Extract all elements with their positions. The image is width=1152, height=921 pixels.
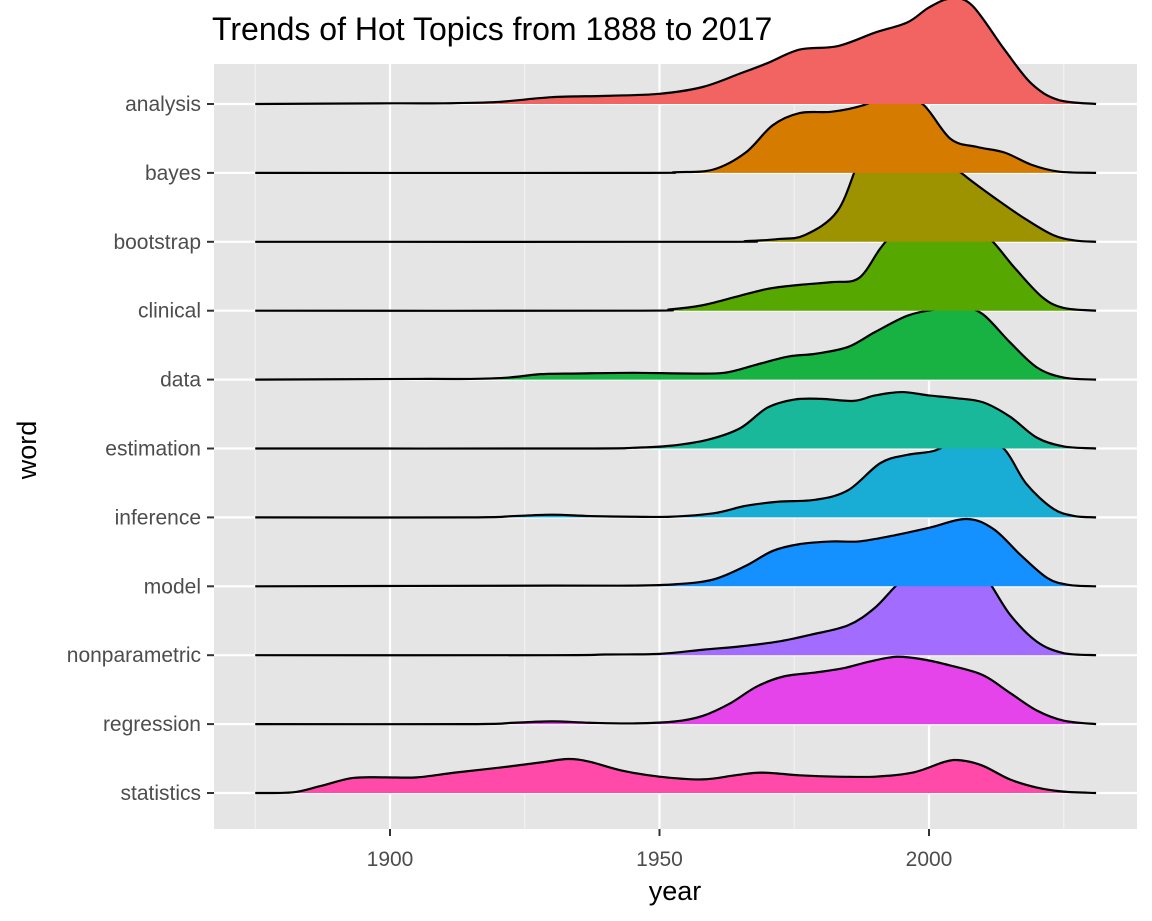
- y-tick-label: inference: [115, 506, 201, 529]
- ridge-estimation: [255, 390, 1097, 450]
- ridge-fill-estimation: [255, 392, 1097, 449]
- ridge-fill-inference: [255, 432, 1097, 518]
- ridge-outline-bayes: [255, 90, 1097, 175]
- y-tick-label: clinical: [138, 300, 201, 323]
- y-tick-label: estimation: [105, 438, 201, 461]
- y-tick-label: nonparametric: [67, 644, 201, 667]
- ridge-fill-bayes: [255, 91, 1097, 173]
- ridge-fill-data: [255, 306, 1097, 380]
- ridge-data: [255, 305, 1097, 381]
- chart-title: Trends of Hot Topics from 1888 to 2017: [212, 11, 772, 47]
- y-tick-label: model: [144, 575, 201, 598]
- y-tick-label: bayes: [145, 162, 201, 185]
- ridge-bayes: [255, 90, 1097, 175]
- ridge-outline-model: [255, 517, 1097, 588]
- y-tick-label: bootstrap: [113, 231, 201, 254]
- y-tick-label: analysis: [125, 93, 201, 116]
- plot-panel: [214, 0, 1137, 829]
- ridge-model: [255, 517, 1097, 588]
- x-axis-title: year: [649, 876, 702, 906]
- y-tick-label: statistics: [120, 782, 201, 805]
- x-tick-label: 2000: [906, 848, 953, 871]
- ridge-inference: [255, 431, 1097, 519]
- x-axis: 1900 1950 2000: [367, 829, 953, 871]
- ridge-analysis: [255, 0, 1097, 106]
- y-axis: statistics regression nonparametric model in…: [67, 93, 214, 805]
- ridge-outline-regression: [255, 655, 1097, 726]
- ridge-fill-model: [255, 518, 1097, 587]
- ridge-regression: [255, 655, 1097, 726]
- ridge-fill-clinical: [255, 228, 1097, 311]
- ridges: [255, 0, 1097, 795]
- ridge-clinical: [255, 227, 1097, 312]
- x-tick-label: 1950: [636, 848, 683, 871]
- ridge-fill-statistics: [255, 758, 1097, 794]
- ridge-outline-estimation: [255, 390, 1097, 450]
- ridge-outline-nonparametric: [255, 560, 1097, 657]
- ridge-outline-clinical: [255, 227, 1097, 312]
- y-tick-label: regression: [103, 713, 201, 736]
- y-axis-title: word: [12, 421, 42, 481]
- ridge-statistics: [255, 757, 1097, 795]
- ridge-outline-analysis: [255, 0, 1097, 106]
- ridge-nonparametric: [255, 560, 1097, 657]
- ridge-fill-analysis: [255, 0, 1097, 104]
- ridge-fill-regression: [255, 656, 1097, 725]
- y-tick-label: data: [160, 369, 201, 392]
- ridge-outline-inference: [255, 431, 1097, 519]
- ridge-outline-statistics: [255, 757, 1097, 795]
- ridge-fill-nonparametric: [255, 561, 1097, 656]
- x-tick-label: 1900: [367, 848, 414, 871]
- ridge-outline-data: [255, 305, 1097, 381]
